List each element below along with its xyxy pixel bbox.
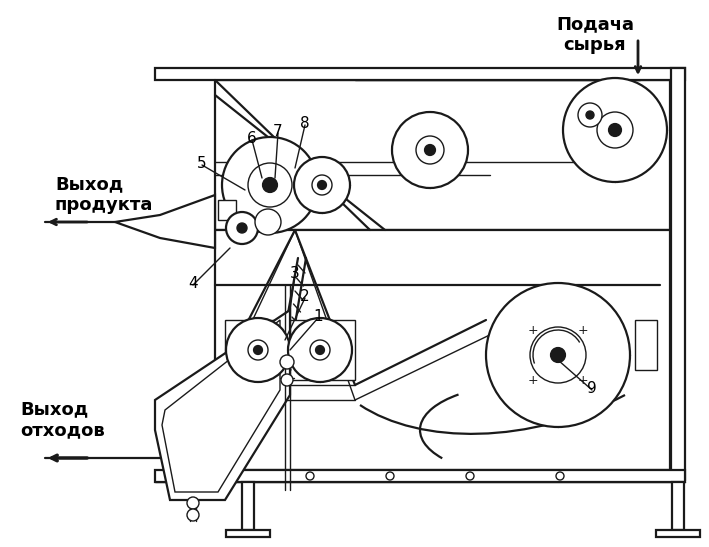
Circle shape — [466, 472, 474, 480]
Circle shape — [578, 103, 602, 127]
Bar — [218, 200, 236, 220]
Circle shape — [310, 340, 330, 360]
Bar — [226, 530, 270, 537]
Circle shape — [254, 346, 262, 354]
Text: +: + — [578, 374, 588, 387]
Circle shape — [386, 472, 394, 480]
Polygon shape — [162, 320, 280, 492]
Circle shape — [281, 374, 293, 386]
Bar — [242, 482, 254, 530]
Circle shape — [425, 145, 435, 155]
Text: 3: 3 — [290, 266, 300, 281]
Polygon shape — [115, 195, 215, 248]
Circle shape — [609, 124, 621, 136]
Text: +: + — [578, 323, 588, 336]
Circle shape — [237, 223, 247, 233]
Circle shape — [226, 212, 258, 244]
Circle shape — [392, 112, 468, 188]
Text: 2: 2 — [300, 289, 310, 304]
Circle shape — [255, 209, 281, 235]
Circle shape — [294, 157, 350, 213]
Circle shape — [486, 283, 630, 427]
Text: 5: 5 — [197, 156, 207, 171]
Text: Подача
сырья: Подача сырья — [556, 16, 634, 54]
Text: +: + — [527, 374, 538, 387]
Circle shape — [263, 178, 277, 192]
Bar — [215, 230, 670, 470]
Bar — [635, 320, 657, 370]
Circle shape — [416, 136, 444, 164]
Circle shape — [563, 78, 667, 182]
Polygon shape — [155, 310, 290, 500]
Circle shape — [248, 163, 292, 207]
Text: Выход
продукта: Выход продукта — [55, 176, 153, 214]
Bar — [215, 80, 670, 230]
Circle shape — [597, 112, 633, 148]
Bar — [155, 68, 685, 80]
Bar — [155, 470, 685, 482]
Circle shape — [586, 111, 594, 119]
Bar — [671, 68, 685, 480]
Circle shape — [306, 472, 314, 480]
Circle shape — [318, 181, 326, 189]
Text: 9: 9 — [587, 381, 597, 396]
Circle shape — [222, 137, 318, 233]
Circle shape — [312, 175, 332, 195]
Circle shape — [187, 509, 199, 521]
Circle shape — [187, 497, 199, 509]
Circle shape — [556, 472, 564, 480]
Text: Выход
отходов: Выход отходов — [20, 400, 105, 439]
Circle shape — [551, 348, 565, 362]
Circle shape — [248, 340, 268, 360]
Circle shape — [280, 355, 294, 369]
Circle shape — [288, 318, 352, 382]
Bar — [225, 320, 355, 380]
Bar — [656, 530, 700, 537]
Text: 7: 7 — [273, 124, 283, 139]
Bar — [672, 482, 684, 530]
Text: 8: 8 — [300, 116, 310, 131]
Circle shape — [316, 346, 324, 354]
Text: +: + — [527, 323, 538, 336]
Text: 1: 1 — [313, 309, 323, 324]
Text: 4: 4 — [188, 276, 198, 291]
Text: 6: 6 — [247, 131, 257, 146]
Circle shape — [226, 318, 290, 382]
Circle shape — [530, 327, 586, 383]
